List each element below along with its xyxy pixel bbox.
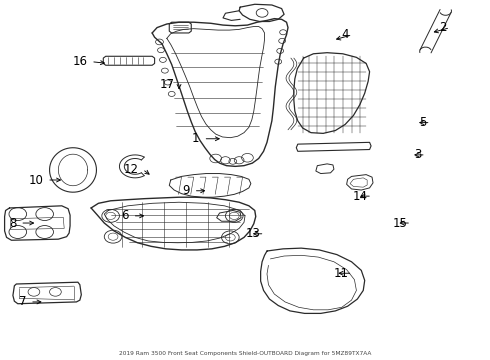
Text: 16: 16 xyxy=(72,55,87,68)
Text: 9: 9 xyxy=(182,184,190,197)
Text: 7: 7 xyxy=(19,296,26,309)
Text: 12: 12 xyxy=(123,163,139,176)
Text: 3: 3 xyxy=(415,148,422,161)
Text: 2: 2 xyxy=(439,21,446,34)
Text: 8: 8 xyxy=(9,216,16,230)
Text: 17: 17 xyxy=(160,78,175,91)
Text: 5: 5 xyxy=(419,116,427,129)
Text: 6: 6 xyxy=(121,210,129,222)
Text: 4: 4 xyxy=(341,28,348,41)
Text: 1: 1 xyxy=(192,132,199,145)
Text: 13: 13 xyxy=(246,227,261,240)
Text: 15: 15 xyxy=(392,216,407,230)
Text: 2019 Ram 3500 Front Seat Components Shield-OUTBOARD Diagram for 5MZ89TX7AA: 2019 Ram 3500 Front Seat Components Shie… xyxy=(119,351,371,356)
Text: 10: 10 xyxy=(28,174,43,186)
Text: 11: 11 xyxy=(334,267,348,280)
Text: 14: 14 xyxy=(353,190,368,203)
